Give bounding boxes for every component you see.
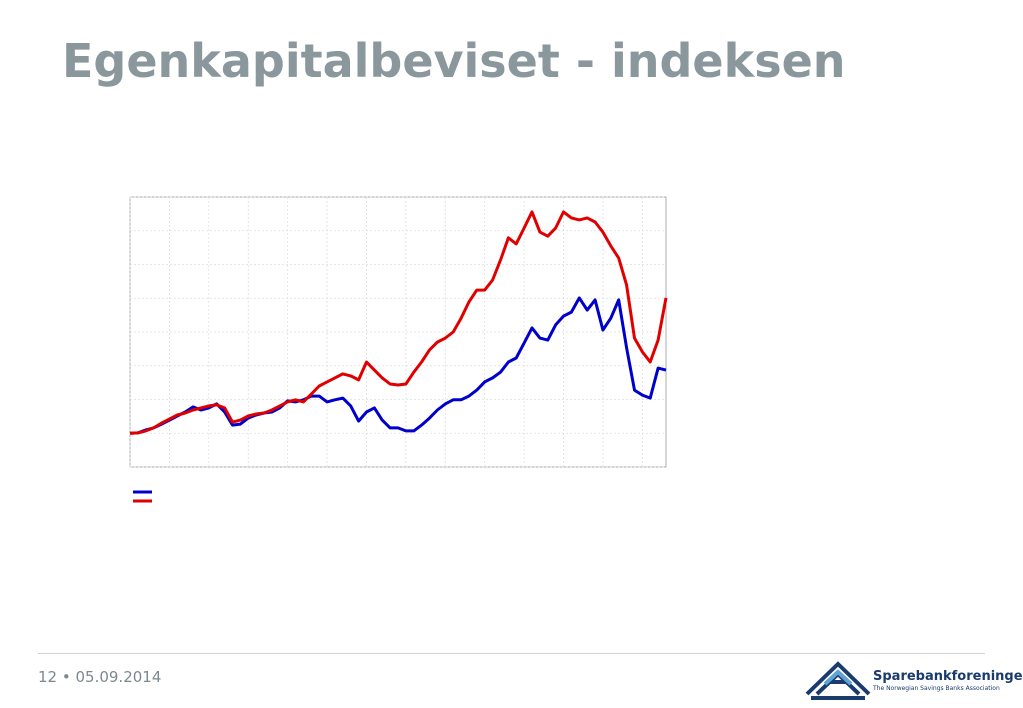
footer-rule: [38, 653, 985, 654]
logo-tagline: The Norwegian Savings Banks Association: [873, 685, 1000, 692]
footer: 12 • 05.09.2014: [38, 668, 162, 686]
page-number: 12: [38, 668, 58, 686]
logo-name: Sparebankforeningen: [873, 669, 1023, 684]
logo-icon: [805, 661, 871, 700]
series-line: [129, 210, 668, 435]
slide-title: Egenkapitalbeviset - indeksen: [62, 34, 846, 88]
date: 05.09.2014: [75, 668, 162, 686]
